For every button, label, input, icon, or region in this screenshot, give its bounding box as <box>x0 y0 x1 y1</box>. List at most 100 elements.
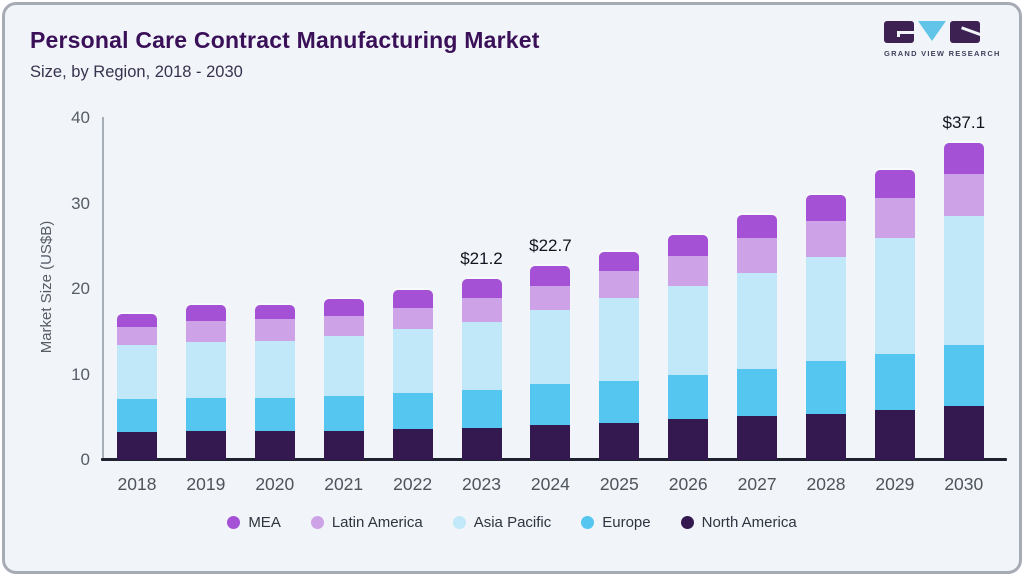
legend-swatch-icon <box>452 516 466 529</box>
segment-latin-america-2019 <box>185 320 226 343</box>
segment-mea-2023 <box>461 278 502 298</box>
bar-2024 <box>530 265 571 460</box>
y-tick-20: 20 <box>71 279 90 298</box>
segment-mea-2027 <box>737 215 778 238</box>
legend-label: Latin America <box>331 514 423 531</box>
segment-latin-america-2018 <box>117 327 157 346</box>
segment-mea-2028 <box>806 194 846 221</box>
legend-swatch-icon <box>227 516 241 529</box>
y-tick-30: 30 <box>71 193 90 213</box>
segment-europe-2029 <box>874 354 915 411</box>
segment-europe-2024 <box>530 383 571 425</box>
segment-asia-pacific-2027 <box>737 272 778 369</box>
segment-asia-pacific-2022 <box>392 329 433 394</box>
x-tick-2029: 2029 <box>875 474 915 494</box>
bar-2028 <box>806 194 846 460</box>
segment-asia-pacific-2025 <box>599 298 640 381</box>
legend-label: MEA <box>248 514 281 531</box>
x-tick-2019: 2019 <box>186 474 226 494</box>
logo-glyphs <box>884 21 984 45</box>
segment-north-america-2029 <box>874 410 915 460</box>
segment-asia-pacific-2023 <box>461 321 502 390</box>
segment-latin-america-2025 <box>599 271 640 299</box>
segment-north-america-2028 <box>806 413 846 460</box>
segment-asia-pacific-2030 <box>943 216 984 346</box>
x-tick-2020: 2020 <box>255 474 295 494</box>
y-tick-40: 40 <box>71 108 90 127</box>
segment-mea-2025 <box>599 252 640 272</box>
segment-north-america-2018 <box>117 431 157 460</box>
segment-asia-pacific-2021 <box>323 336 364 396</box>
segment-mea-2020 <box>254 305 295 319</box>
segment-latin-america-2022 <box>392 307 433 330</box>
segment-latin-america-2020 <box>254 318 295 342</box>
x-tick-2021: 2021 <box>324 474 364 494</box>
x-tick-2023: 2023 <box>462 474 501 494</box>
segment-north-america-2019 <box>185 430 226 460</box>
page-subtitle: Size, by Region, 2018 - 2030 <box>30 63 243 81</box>
segment-europe-2020 <box>254 397 295 431</box>
logo-wordmark: GRAND VIEW RESEARCH <box>884 49 1001 58</box>
segment-asia-pacific-2019 <box>185 342 226 398</box>
bar-2030 <box>943 142 984 460</box>
logo-v-icon <box>918 21 946 41</box>
segment-north-america-2020 <box>254 430 295 460</box>
segment-north-america-2027 <box>737 415 778 460</box>
bar-2018 <box>117 313 157 460</box>
segment-europe-2027 <box>737 368 778 416</box>
value-label-2030: $37.1 <box>942 112 986 132</box>
segment-latin-america-2027 <box>737 237 778 273</box>
segment-north-america-2024 <box>530 424 571 460</box>
segment-europe-2026 <box>668 374 709 419</box>
segment-europe-2018 <box>117 399 157 432</box>
legend-swatch-icon <box>680 516 694 529</box>
page-title: Personal Care Contract Manufacturing Mar… <box>30 27 540 53</box>
segment-europe-2021 <box>323 395 364 431</box>
segment-north-america-2021 <box>323 430 364 460</box>
legend-item-latin-america: Latin America <box>310 514 423 531</box>
x-tick-2026: 2026 <box>668 474 708 494</box>
segment-mea-2030 <box>943 142 984 174</box>
segment-mea-2029 <box>874 170 915 198</box>
segment-north-america-2023 <box>461 427 502 460</box>
segment-latin-america-2024 <box>530 285 571 311</box>
x-tick-2022: 2022 <box>393 474 433 494</box>
x-tick-2025: 2025 <box>599 474 639 494</box>
x-tick-2024: 2024 <box>530 474 570 494</box>
bar-2023 <box>461 278 502 460</box>
legend: MEA Latin America Asia Pacific Europe North … <box>5 514 1019 531</box>
legend-item-north-america: North America <box>680 514 797 531</box>
legend-label: Europe <box>602 514 651 531</box>
bar-2029 <box>874 170 915 460</box>
segment-asia-pacific-2029 <box>874 237 915 354</box>
segment-north-america-2022 <box>392 429 433 460</box>
segment-mea-2024 <box>530 265 571 286</box>
value-label-2024: $22.7 <box>529 235 572 255</box>
segment-asia-pacific-2020 <box>254 341 295 398</box>
segment-mea-2018 <box>117 313 157 328</box>
legend-label: North America <box>701 514 797 531</box>
legend-item-asia-pacific: Asia Pacific <box>452 514 551 531</box>
segment-europe-2023 <box>461 389 502 428</box>
bar-2025 <box>599 252 640 460</box>
bar-2027 <box>737 215 778 460</box>
value-label-2023: $21.2 <box>460 248 503 268</box>
bar-2022 <box>392 289 433 460</box>
segment-asia-pacific-2026 <box>668 286 709 375</box>
segment-latin-america-2029 <box>874 197 915 238</box>
bar-2021 <box>323 299 364 460</box>
x-tick-2030: 2030 <box>944 474 984 494</box>
logo-r-icon <box>950 21 980 43</box>
segment-north-america-2026 <box>668 418 709 460</box>
segment-europe-2022 <box>392 393 433 430</box>
segment-latin-america-2030 <box>943 173 984 217</box>
segment-europe-2025 <box>599 380 640 424</box>
bar-2019 <box>185 305 226 460</box>
segment-latin-america-2023 <box>461 297 502 322</box>
legend-item-mea: MEA <box>227 514 281 531</box>
legend-item-europe: Europe <box>581 514 651 531</box>
segment-latin-america-2026 <box>668 255 709 287</box>
y-tick-10: 10 <box>71 364 90 384</box>
segment-europe-2028 <box>806 360 846 414</box>
